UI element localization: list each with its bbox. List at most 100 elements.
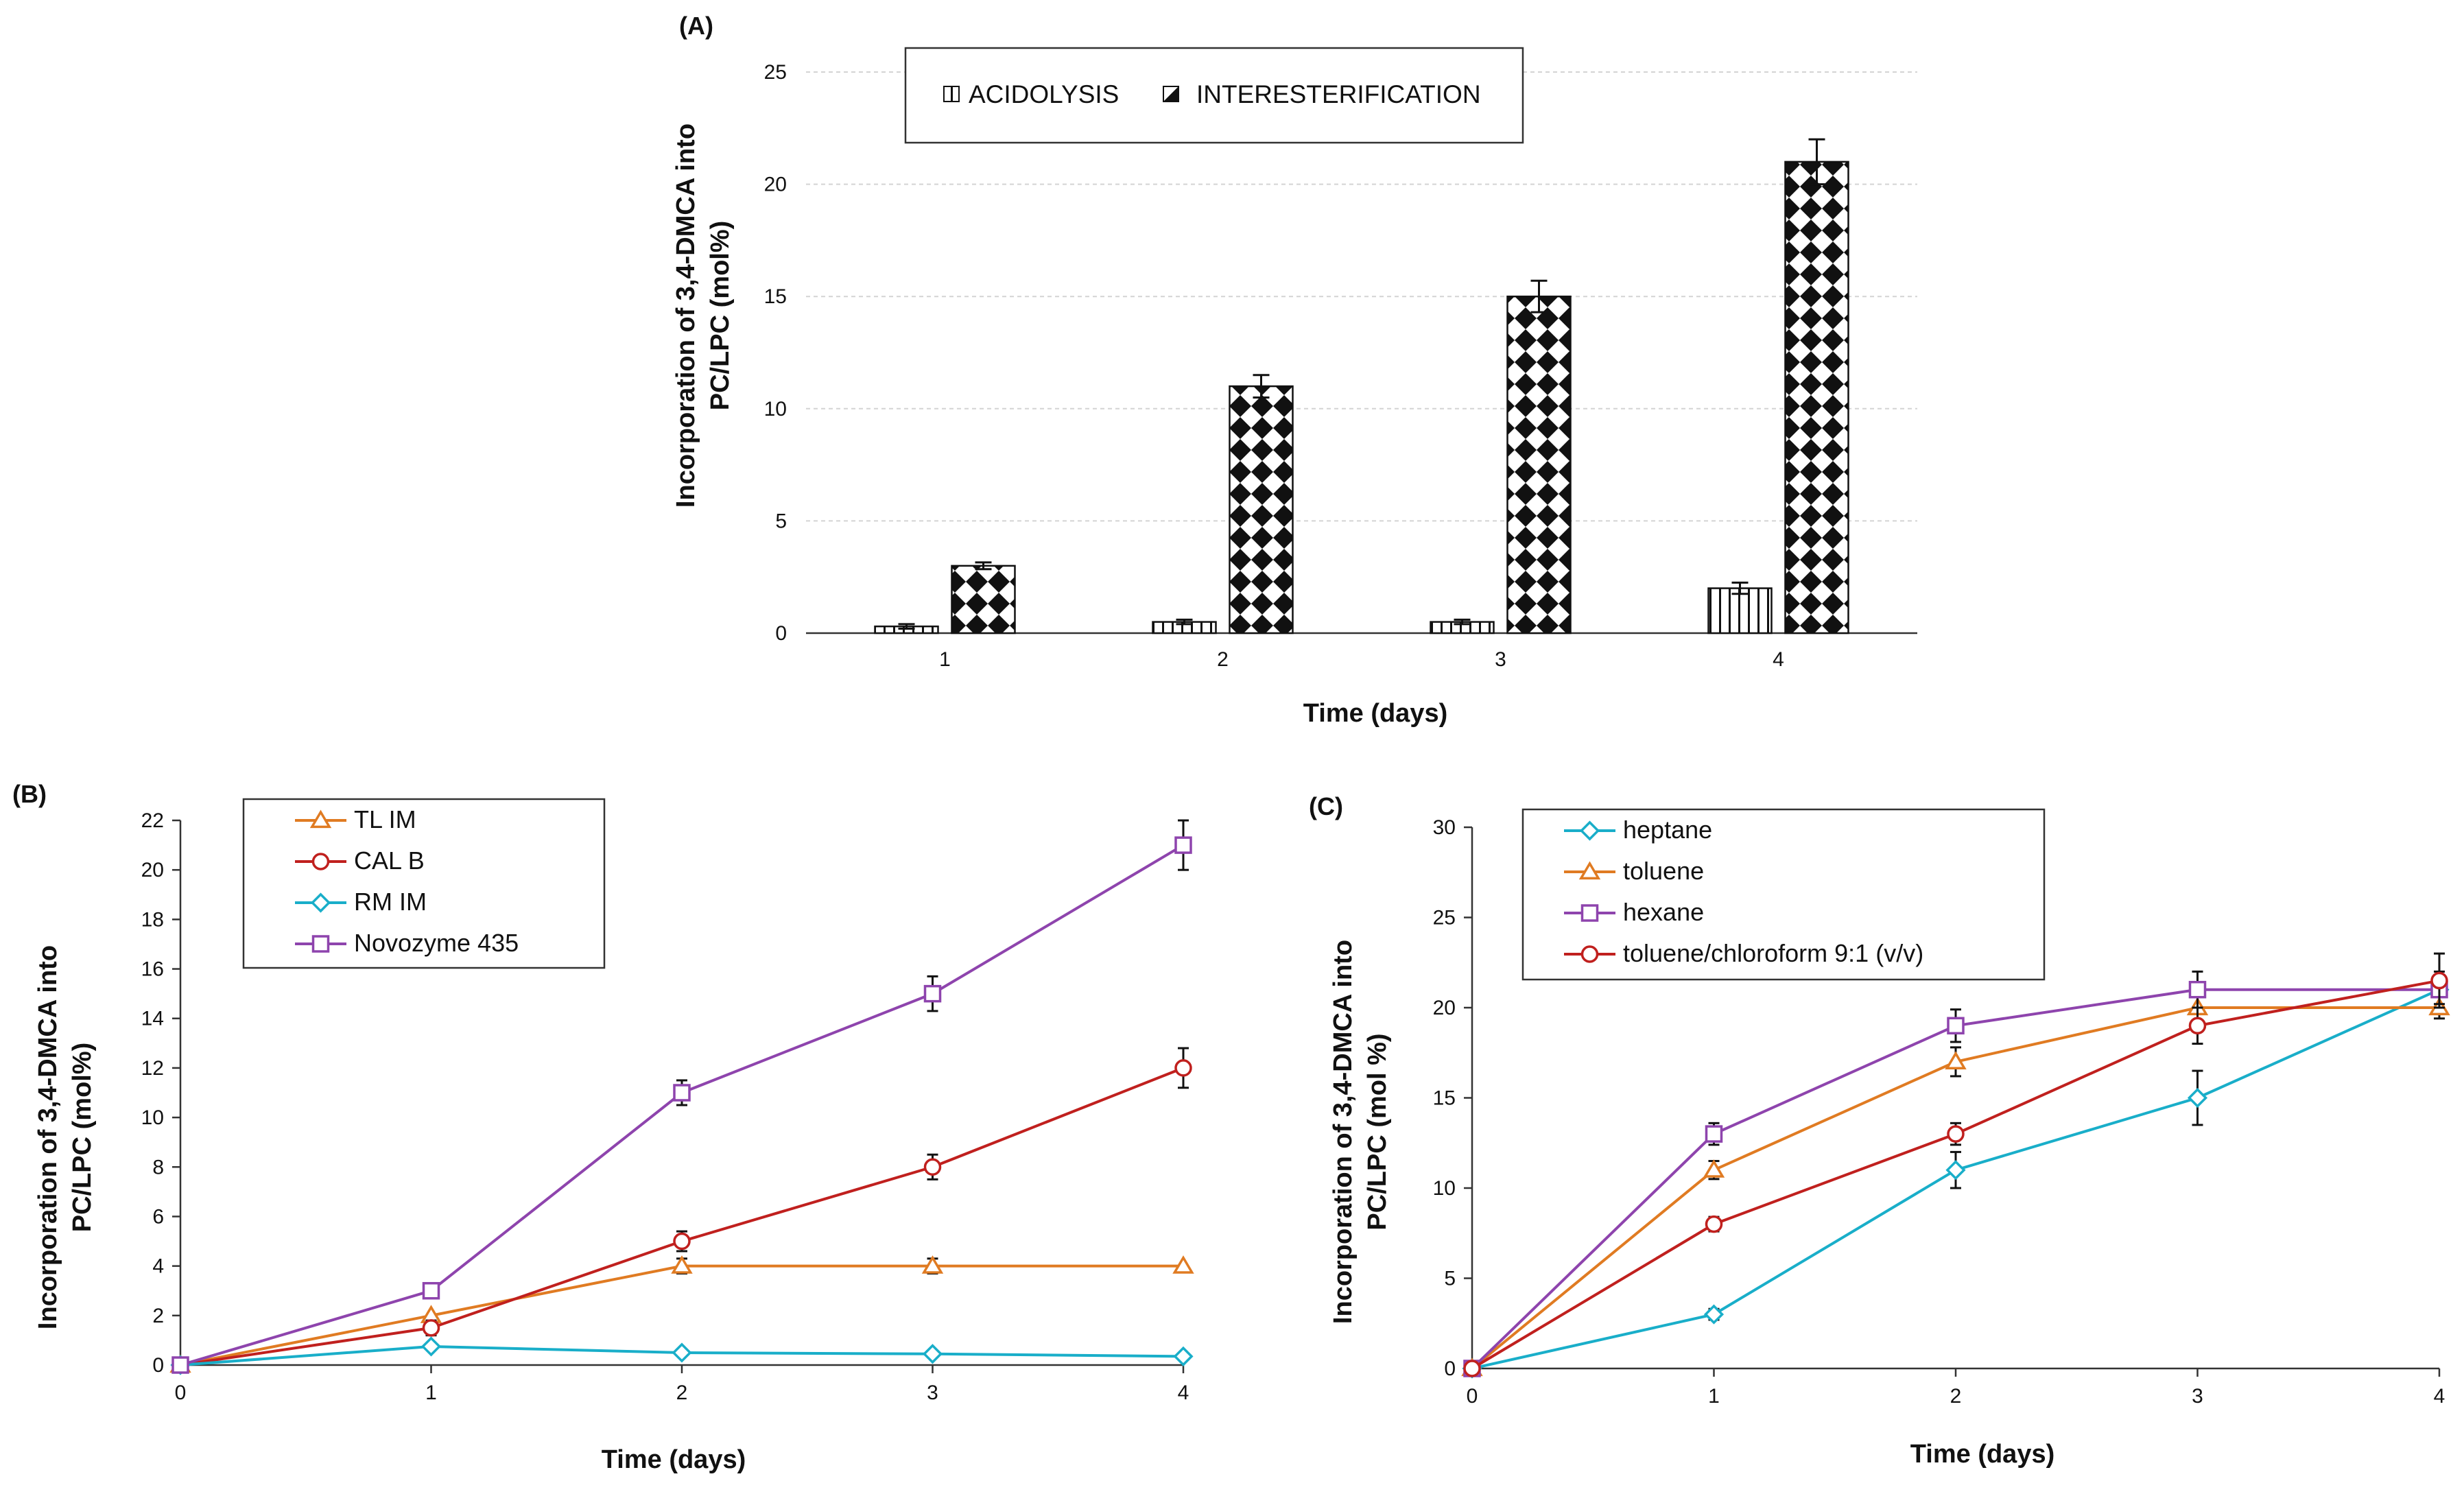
legend-rm-im: RM IM	[354, 888, 427, 916]
legend-tl-im: TL IM	[354, 805, 416, 833]
panel-b-xlabel: Time (days)	[602, 1445, 746, 1474]
panel-b-series	[169, 819, 1194, 1375]
marker-novozyme-435-day-3	[923, 984, 942, 1003]
panel-b-legend-marks	[295, 809, 346, 953]
panel-c-ytick-20: 20	[1433, 997, 1456, 1019]
panel-c-ytick-25: 25	[1433, 907, 1456, 929]
panel-a-label: (A)	[679, 12, 713, 40]
panel-b-ytick-14: 14	[141, 1008, 164, 1030]
legend-cal-b: CAL B	[354, 846, 425, 875]
panel-b-ytick-16: 16	[141, 958, 164, 981]
panel-b-ytick-22: 22	[141, 809, 164, 832]
panel-c-xtick-0: 0	[1467, 1385, 1478, 1408]
marker-toluene-day-1	[1703, 1159, 1725, 1178]
legend-heptane: heptane	[1623, 816, 1712, 844]
panel-b-ylabel-line2: PC/LPC (mol%)	[68, 1043, 97, 1233]
marker-novozyme-435-day-4	[1174, 836, 1192, 854]
panel-b-ytick-18: 18	[141, 908, 164, 931]
legend-marker-cal-b	[311, 853, 330, 870]
panel-a-legend: ACIDOLYSIS INTERESTERIFICATION	[904, 47, 1524, 144]
panel-c-xtick-3: 3	[2192, 1385, 2203, 1408]
panel-a-ytick-20: 20	[764, 174, 787, 196]
panel-c-xtick-1: 1	[1708, 1385, 1720, 1408]
panel-c-ytick-0: 0	[1444, 1357, 1456, 1380]
marker-rm-im-day-3	[922, 1344, 943, 1364]
panel-c-label: (C)	[1309, 792, 1343, 820]
panel-b-label: (B)	[12, 780, 47, 808]
marker-cal-b-day-1	[422, 1319, 440, 1337]
legend-hexane: hexane	[1623, 898, 1704, 926]
panel-a-chart: (A) 0 5 10 15 20 25 1 2 3 4 Incorporation of 3,4-…	[672, 12, 1917, 728]
panel-b-ytick-2: 2	[152, 1305, 164, 1327]
panel-b-ytick-0: 0	[152, 1354, 164, 1377]
panel-b-legend: TL IM CAL B RM IM Novozyme 435	[242, 798, 606, 969]
legend-toluene: toluene	[1623, 857, 1704, 885]
bar-acidolysis-day-4	[1707, 587, 1773, 635]
panel-b-xtick-3: 3	[927, 1382, 938, 1404]
marker-hexane-day-1	[1705, 1125, 1723, 1143]
panel-a-ytick-0: 0	[775, 622, 787, 645]
marker-novozyme-435-day-2	[673, 1084, 691, 1102]
panel-a-ylabel-line2: PC/LPC (mol%)	[706, 221, 735, 411]
panel-c-xlabel: Time (days)	[1910, 1440, 2054, 1469]
panel-c-legend-marks	[1564, 820, 1615, 963]
legend-marker-toluene-chloroform-9-1-v-v	[1580, 945, 1599, 963]
panel-c-axes: 0 5 10 15 20 25 30 0 1 2 3 4	[1433, 816, 2445, 1408]
marker-novozyme-435-day-0	[171, 1356, 189, 1374]
marker-toluene-chloroform-9-1-v-v-day-3	[2188, 1017, 2207, 1035]
marker-cal-b-day-2	[673, 1232, 691, 1250]
panel-c-legend-box	[1521, 808, 2046, 981]
panel-a-ytick-5: 5	[775, 510, 787, 532]
marker-hexane-day-2	[1947, 1017, 1965, 1035]
marker-tl-im-day-3	[921, 1255, 944, 1274]
marker-tl-im-day-4	[1172, 1255, 1194, 1274]
marker-toluene-chloroform-9-1-v-v-day-2	[1947, 1125, 1965, 1143]
bar-interesterification-day-3	[1506, 295, 1572, 635]
legend-acidolysis: ACIDOLYSIS	[969, 80, 1119, 108]
panel-c-legend: heptane toluene hexane toluene/chlorofor…	[1521, 808, 2046, 981]
panel-c-xtick-4: 4	[2434, 1385, 2445, 1408]
panel-c-ylabel-line1: Incorporation of 3,4-DMCA into	[1329, 940, 1358, 1324]
marker-toluene-chloroform-9-1-v-v-day-1	[1705, 1215, 1723, 1233]
panel-a-xlabel: Time (days)	[1303, 699, 1447, 728]
marker-cal-b-day-3	[923, 1158, 942, 1176]
panel-c-ytick-15: 15	[1433, 1087, 1456, 1110]
legend-marker-rm-im	[310, 892, 331, 913]
legend-marker-hexane	[1580, 904, 1599, 922]
panel-a-xtick-2: 2	[1217, 648, 1229, 671]
panel-a-ytick-25: 25	[764, 61, 787, 84]
legend-marker-tl-im	[309, 809, 332, 829]
panel-a-ytick-10: 10	[764, 398, 787, 420]
panel-a-ytick-15: 15	[764, 285, 787, 308]
panel-b-ytick-8: 8	[152, 1156, 164, 1178]
marker-rm-im-day-4	[1173, 1346, 1194, 1366]
legend-novozyme-435: Novozyme 435	[354, 929, 519, 957]
panel-b-ytick-6: 6	[152, 1205, 164, 1228]
panel-b-ytick-10: 10	[141, 1106, 164, 1129]
legend-interesterification: INTERESTERIFICATION	[1196, 80, 1481, 108]
panel-b-xtick-0: 0	[175, 1382, 187, 1404]
marker-rm-im-day-2	[672, 1342, 692, 1363]
panel-c-ytick-30: 30	[1433, 816, 1456, 839]
marker-hexane-day-3	[2188, 980, 2207, 999]
panel-c-ytick-10: 10	[1433, 1177, 1456, 1200]
legend-marker-heptane	[1579, 820, 1600, 841]
panel-b-legend-box	[242, 798, 606, 969]
panel-b-ylabel-line1: Incorporation of 3,4-DMCA into	[34, 945, 62, 1329]
marker-heptane-day-2	[1945, 1160, 1966, 1181]
legend-toluene-chloroform: toluene/chloroform 9:1 (v/v)	[1623, 939, 1923, 967]
legend-marker-toluene	[1578, 861, 1601, 880]
marker-cal-b-day-4	[1174, 1059, 1192, 1077]
legend-marker-novozyme-435	[311, 935, 330, 953]
legend-swatch-interesterification-fill	[1164, 87, 1178, 101]
marker-toluene-chloroform-9-1-v-v-day-4	[2430, 971, 2448, 990]
panel-b-ytick-4: 4	[152, 1255, 164, 1278]
marker-heptane-day-3	[2187, 1087, 2208, 1108]
panel-a-xtick-3: 3	[1495, 648, 1506, 671]
bar-interesterification-day-1	[951, 565, 1016, 635]
panel-b-ytick-20: 20	[141, 859, 164, 881]
panel-b-ytick-12: 12	[141, 1057, 164, 1080]
bar-interesterification-day-4	[1784, 161, 1849, 635]
